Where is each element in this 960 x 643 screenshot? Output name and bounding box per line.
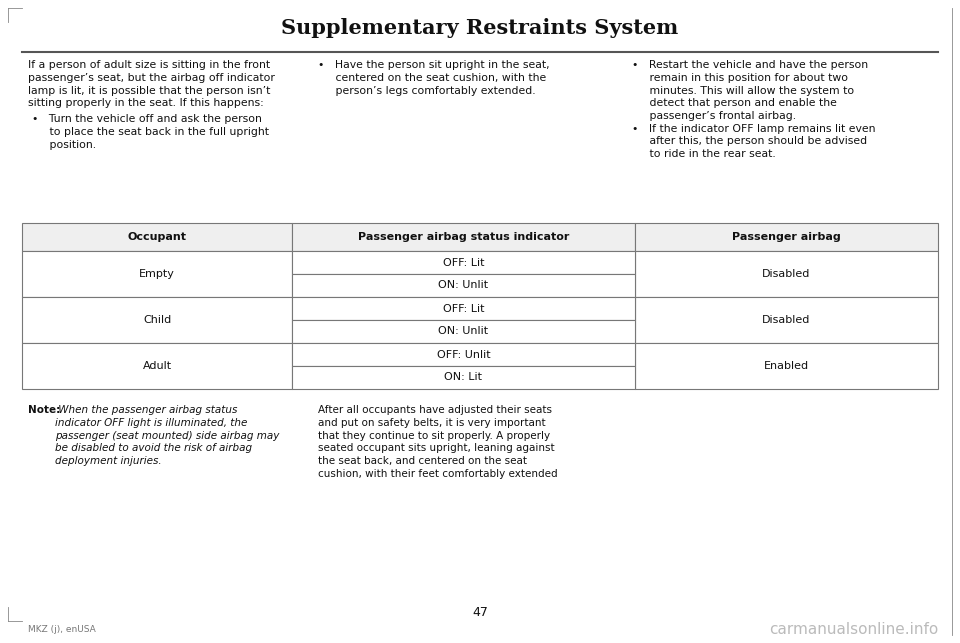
Text: carmanualsonline.info: carmanualsonline.info [769,622,938,637]
Text: •   Have the person sit upright in the seat,
     centered on the seat cushion, : • Have the person sit upright in the sea… [318,60,550,96]
Text: After all occupants have adjusted their seats
and put on safety belts, it is ver: After all occupants have adjusted their … [318,405,558,479]
Text: OFF: Unlit: OFF: Unlit [437,350,491,359]
Bar [292,320,635,343]
Text: Occupant: Occupant [128,232,186,242]
Text: 47: 47 [472,606,488,619]
Text: OFF: Lit: OFF: Lit [443,257,484,267]
Text: •   Restart the vehicle and have the person
     remain in this position for abo: • Restart the vehicle and have the perso… [632,60,868,121]
Bar [292,223,635,251]
Bar [635,251,938,297]
Text: Disabled: Disabled [762,269,810,279]
Text: Empty: Empty [139,269,175,279]
Text: •   Turn the vehicle off and ask the person
     to place the seat back in the f: • Turn the vehicle off and ask the perso… [32,114,269,150]
Bar [22,297,292,343]
Bar [292,251,635,274]
Text: Passenger airbag status indicator: Passenger airbag status indicator [358,232,569,242]
Text: If a person of adult size is sitting in the front
passenger’s seat, but the airb: If a person of adult size is sitting in … [28,60,275,109]
Text: Enabled: Enabled [764,361,809,371]
Text: Passenger airbag: Passenger airbag [732,232,841,242]
Text: Supplementary Restraints System: Supplementary Restraints System [281,18,679,38]
Text: Disabled: Disabled [762,315,810,325]
Text: Note:: Note: [28,405,60,415]
Bar [22,223,292,251]
Text: ON: Lit: ON: Lit [444,372,483,383]
Text: MKZ (j), enUSA: MKZ (j), enUSA [28,624,96,633]
Bar [292,297,635,320]
Text: ON: Unlit: ON: Unlit [439,280,489,291]
Text: ON: Unlit: ON: Unlit [439,327,489,336]
Text: •   If the indicator OFF lamp remains lit even
     after this, the person shoul: • If the indicator OFF lamp remains lit … [632,123,876,159]
Bar [292,366,635,389]
Bar [22,251,292,297]
Bar [22,343,292,389]
Text: When the passenger airbag status
indicator OFF light is illuminated, the
passeng: When the passenger airbag status indicat… [55,405,279,466]
Text: Adult: Adult [142,361,172,371]
Bar [292,343,635,366]
Bar [635,223,938,251]
Bar [635,343,938,389]
Bar [292,274,635,297]
Text: Child: Child [143,315,171,325]
Bar [635,297,938,343]
Text: OFF: Lit: OFF: Lit [443,303,484,314]
